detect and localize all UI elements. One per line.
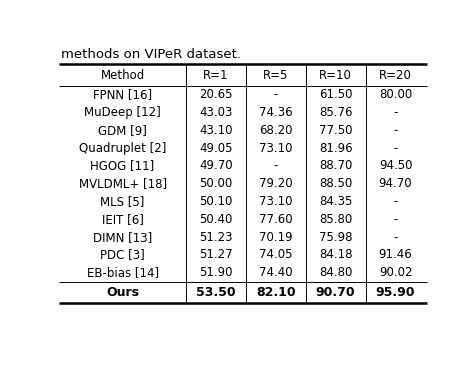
Text: 94.50: 94.50 xyxy=(379,160,412,172)
Text: 79.20: 79.20 xyxy=(259,177,292,190)
Text: DIMN [13]: DIMN [13] xyxy=(93,231,152,244)
Text: 20.65: 20.65 xyxy=(199,88,233,101)
Text: 80.00: 80.00 xyxy=(379,88,412,101)
Text: 51.23: 51.23 xyxy=(199,231,233,244)
Text: IEIT [6]: IEIT [6] xyxy=(102,213,144,226)
Text: Method: Method xyxy=(100,69,145,81)
Text: 51.27: 51.27 xyxy=(199,248,233,262)
Text: 49.70: 49.70 xyxy=(199,160,233,172)
Text: methods on VIPeR dataset.: methods on VIPeR dataset. xyxy=(61,48,241,61)
Text: EB-bias [14]: EB-bias [14] xyxy=(87,266,159,279)
Text: 68.20: 68.20 xyxy=(259,124,292,137)
Text: -: - xyxy=(393,124,398,137)
Text: 95.90: 95.90 xyxy=(376,286,415,299)
Text: 50.10: 50.10 xyxy=(199,195,233,208)
Text: -: - xyxy=(273,160,278,172)
Text: 77.60: 77.60 xyxy=(259,213,292,226)
Text: R=10: R=10 xyxy=(319,69,352,81)
Text: -: - xyxy=(393,142,398,155)
Text: 77.50: 77.50 xyxy=(319,124,353,137)
Text: 61.50: 61.50 xyxy=(319,88,353,101)
Text: -: - xyxy=(393,231,398,244)
Text: -: - xyxy=(393,195,398,208)
Text: 74.36: 74.36 xyxy=(259,106,292,119)
Text: 84.18: 84.18 xyxy=(319,248,353,262)
Text: R=1: R=1 xyxy=(203,69,228,81)
Text: 90.02: 90.02 xyxy=(379,266,412,279)
Text: 81.96: 81.96 xyxy=(319,142,353,155)
Text: HGOG [11]: HGOG [11] xyxy=(91,160,155,172)
Text: 73.10: 73.10 xyxy=(259,195,292,208)
Text: GDM [9]: GDM [9] xyxy=(98,124,147,137)
Text: 88.50: 88.50 xyxy=(319,177,352,190)
Text: 91.46: 91.46 xyxy=(379,248,412,262)
Text: 84.80: 84.80 xyxy=(319,266,352,279)
Text: 74.40: 74.40 xyxy=(259,266,292,279)
Text: 82.10: 82.10 xyxy=(256,286,296,299)
Text: MuDeep [12]: MuDeep [12] xyxy=(84,106,161,119)
Text: -: - xyxy=(393,106,398,119)
Text: Quadruplet [2]: Quadruplet [2] xyxy=(79,142,166,155)
Text: 85.80: 85.80 xyxy=(319,213,352,226)
Text: 75.98: 75.98 xyxy=(319,231,353,244)
Text: 50.40: 50.40 xyxy=(199,213,233,226)
Text: 43.03: 43.03 xyxy=(199,106,233,119)
Text: 53.50: 53.50 xyxy=(196,286,236,299)
Text: 74.05: 74.05 xyxy=(259,248,292,262)
Text: 73.10: 73.10 xyxy=(259,142,292,155)
Text: MVLDML+ [18]: MVLDML+ [18] xyxy=(79,177,167,190)
Text: 84.35: 84.35 xyxy=(319,195,352,208)
Text: FPNN [16]: FPNN [16] xyxy=(93,88,152,101)
Text: 49.05: 49.05 xyxy=(199,142,233,155)
Text: R=5: R=5 xyxy=(263,69,289,81)
Text: PDC [3]: PDC [3] xyxy=(100,248,145,262)
Text: 70.19: 70.19 xyxy=(259,231,292,244)
Text: 50.00: 50.00 xyxy=(199,177,233,190)
Text: 88.70: 88.70 xyxy=(319,160,352,172)
Text: MLS [5]: MLS [5] xyxy=(100,195,145,208)
Text: Ours: Ours xyxy=(106,286,139,299)
Text: 43.10: 43.10 xyxy=(199,124,233,137)
Text: 94.70: 94.70 xyxy=(379,177,412,190)
Text: R=20: R=20 xyxy=(379,69,412,81)
Text: -: - xyxy=(273,88,278,101)
Text: 85.76: 85.76 xyxy=(319,106,353,119)
Text: 51.90: 51.90 xyxy=(199,266,233,279)
Text: 90.70: 90.70 xyxy=(316,286,356,299)
Text: -: - xyxy=(393,213,398,226)
